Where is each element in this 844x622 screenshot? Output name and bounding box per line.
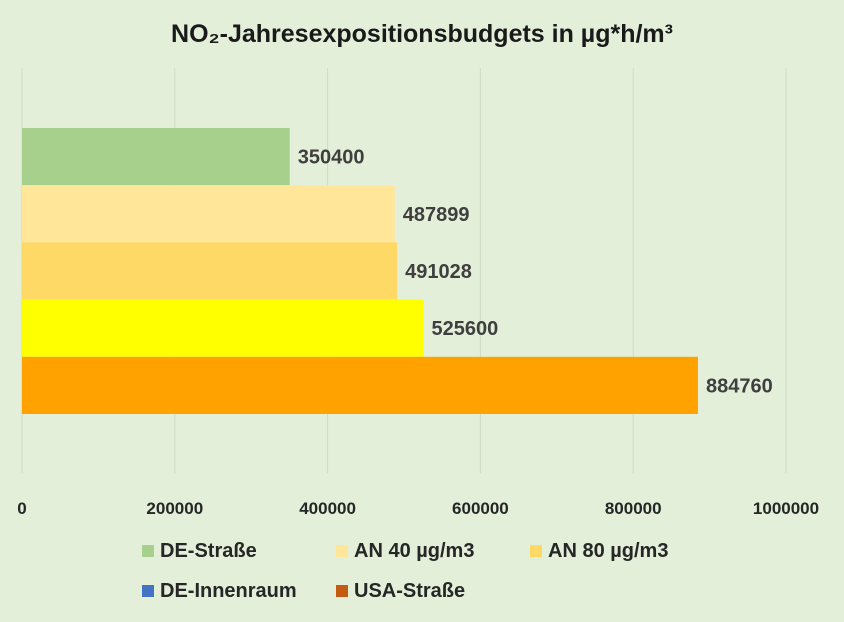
legend-swatch (530, 545, 542, 557)
legend-swatch (142, 585, 154, 597)
bar-value-label: 487899 (403, 204, 470, 226)
bar-value-label: 350400 (298, 147, 365, 169)
bar (22, 299, 424, 357)
x-tick-label: 0 (17, 499, 26, 518)
x-tick-label: 1000000 (753, 499, 819, 518)
bar (22, 185, 395, 243)
legend-entry-label: DE-Innenraum (160, 580, 297, 602)
bar-value-label: 525600 (432, 318, 499, 340)
legend-entry-label: AN 80 µg/m3 (548, 540, 668, 562)
x-axis-ticks: 0 200000 400000 600000 800000 1000000 (17, 499, 819, 518)
x-tick-label: 800000 (605, 499, 662, 518)
bar (22, 242, 398, 300)
bars: 350400 487899 491028 525600 884760 (22, 128, 773, 414)
bar (22, 356, 698, 414)
legend-entry-label: USA-Straße (354, 580, 465, 602)
bar (22, 128, 290, 186)
bar-value-label: 491028 (405, 261, 472, 283)
bar-value-label: 884760 (706, 375, 773, 397)
legend-swatch (142, 545, 154, 557)
legend-swatch (336, 545, 348, 557)
x-tick-label: 600000 (452, 499, 509, 518)
x-tick-label: 400000 (299, 499, 356, 518)
legend: DE-Straße AN 40 µg/m3 AN 80 µg/m3 DE-Innenr… (142, 540, 668, 602)
chart-title: NO₂-Jahresexpositionsbudgets in µg*h/m³ (171, 20, 673, 48)
legend-swatch (336, 585, 348, 597)
legend-entry-label: DE-Straße (160, 540, 257, 562)
legend-entry-label: AN 40 µg/m3 (354, 540, 474, 562)
x-tick-label: 200000 (146, 499, 203, 518)
